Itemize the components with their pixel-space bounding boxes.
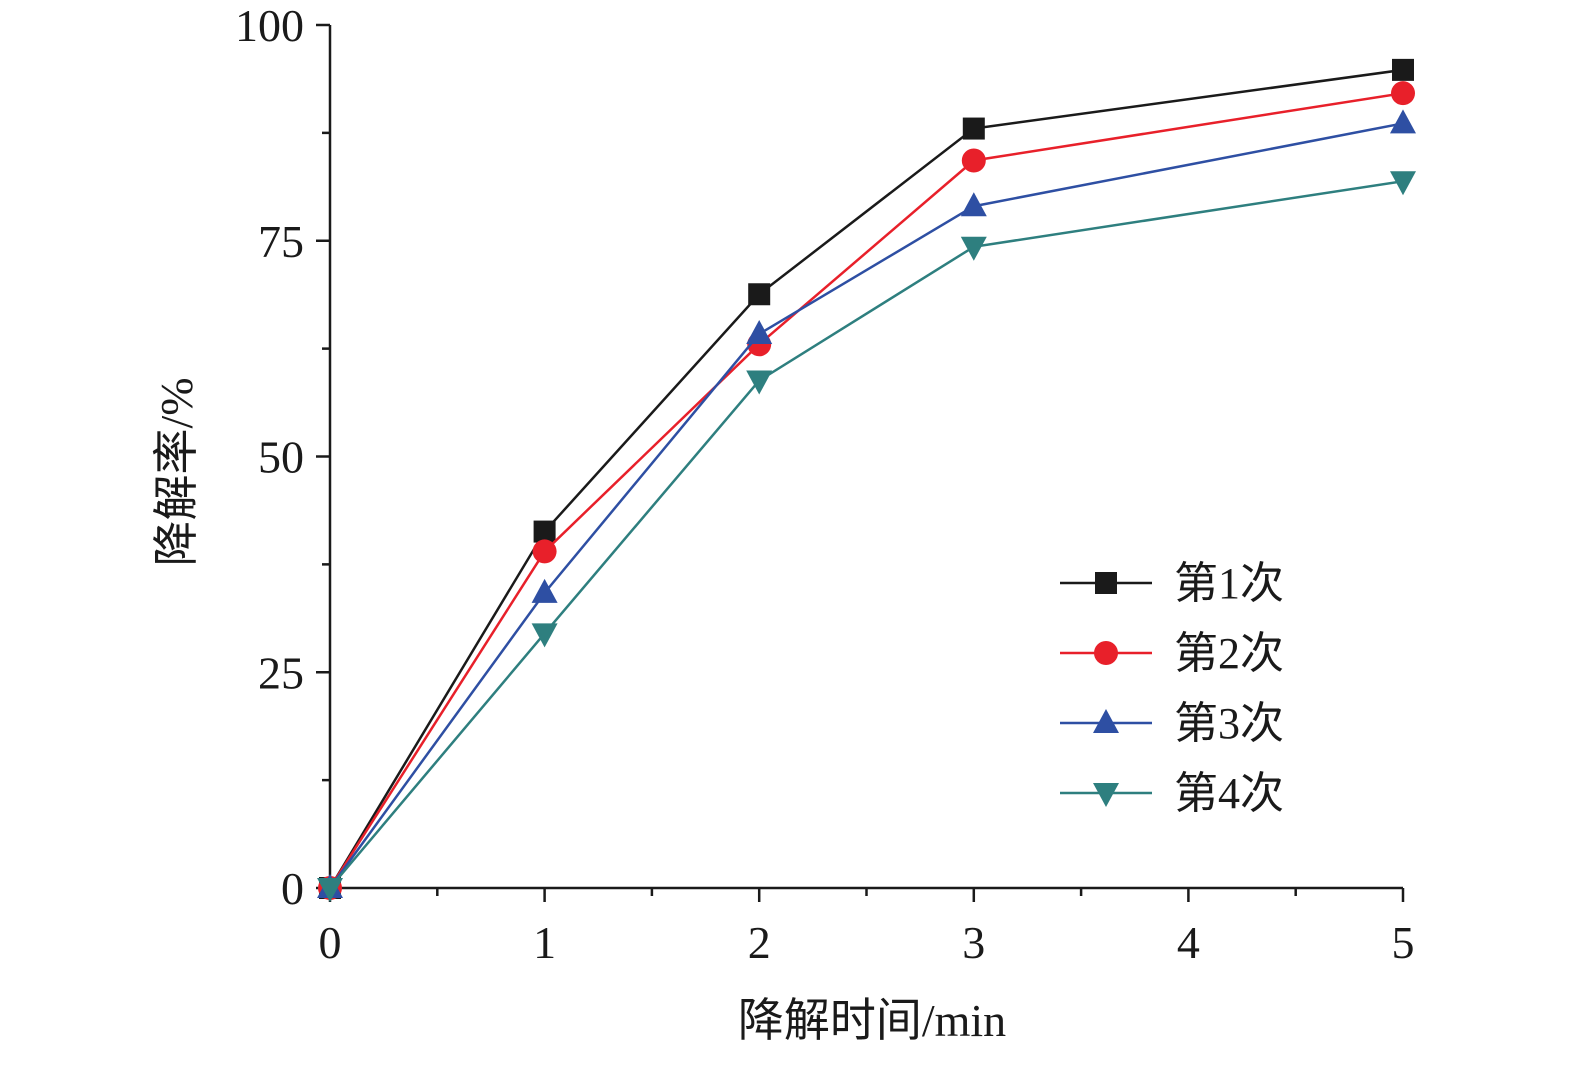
data-point-marker [1390, 171, 1416, 196]
y-tick-label: 0 [281, 863, 304, 914]
data-point-marker [1391, 81, 1415, 106]
y-tick-label: 50 [258, 432, 304, 483]
data-point-marker [533, 520, 556, 543]
data-point-marker [748, 283, 771, 306]
legend-marker [1095, 572, 1117, 594]
data-point-marker [531, 578, 558, 603]
data-point-marker [960, 236, 987, 261]
data-point-marker [746, 319, 773, 344]
data-point-marker [1390, 109, 1416, 134]
series-line [328, 68, 1404, 889]
y-tick-label: 75 [258, 216, 304, 267]
x-tick-label: 4 [1177, 917, 1200, 968]
y-tick-label: 25 [258, 647, 304, 698]
legend-label: 第2次 [1174, 629, 1284, 678]
legend-label: 第3次 [1174, 699, 1284, 748]
series-3 [317, 109, 1416, 898]
x-axis-title: 降解时间/min [738, 995, 1006, 1046]
legend-marker [1094, 641, 1118, 665]
data-point-marker [531, 623, 558, 648]
data-point-marker [962, 117, 985, 140]
legend-label: 第4次 [1174, 769, 1284, 818]
legend-marker [1093, 783, 1119, 807]
data-point-marker [961, 148, 986, 173]
legend-label: 第1次 [1174, 559, 1284, 608]
x-tick-label: 5 [1392, 917, 1415, 968]
data-point-marker [960, 192, 987, 217]
y-tick-label: 100 [235, 0, 304, 51]
x-tick-label: 1 [533, 917, 556, 968]
legend-item-2: 第2次 [1060, 629, 1284, 678]
legend-item-1: 第1次 [1060, 559, 1284, 608]
legend-item-3: 第3次 [1060, 699, 1284, 748]
x-tick-label: 0 [319, 917, 342, 968]
legend-marker [1093, 709, 1119, 733]
y-axis-title: 降解率/% [151, 377, 202, 566]
data-point-marker [746, 370, 773, 395]
data-point-marker [317, 878, 343, 902]
legend-item-4: 第4次 [1060, 769, 1284, 818]
data-point-marker [1392, 58, 1414, 81]
series-4 [317, 171, 1416, 902]
x-tick-label: 2 [748, 917, 771, 968]
plot-series [317, 58, 1416, 902]
x-tick-label: 3 [962, 917, 985, 968]
data-point-marker [532, 539, 557, 564]
